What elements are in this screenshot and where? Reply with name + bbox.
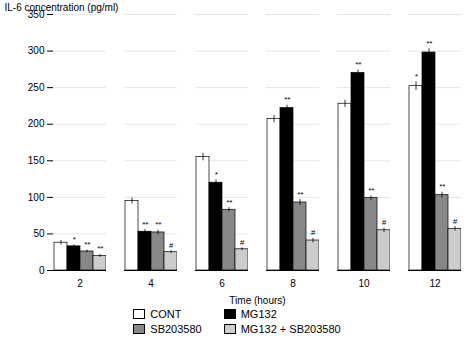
svg-text:#: # [453,217,458,226]
html-text:MG132: MG132 [240,308,277,320]
svg-text:**: ** [84,240,91,249]
html-text:CONT: CONT [150,308,182,320]
svg-text:#: # [240,238,245,247]
svg-text:8: 8 [290,278,296,289]
svg-text:300: 300 [28,45,45,56]
svg-text:12: 12 [429,278,441,289]
svg-text:**: ** [284,95,291,104]
svg-text:**: ** [142,220,149,229]
svg-text:200: 200 [28,118,45,129]
svg-text:100: 100 [28,192,45,203]
svg-text:**: ** [155,220,162,229]
svg-text:250: 250 [28,82,45,93]
svg-text:**: ** [226,198,233,207]
svg-text:4: 4 [148,278,154,289]
svg-text:350: 350 [27,8,45,20]
svg-text:**: ** [368,186,375,195]
svg-text:6: 6 [219,278,225,289]
svg-text:150: 150 [28,155,45,166]
html-text:MG132 + SB203580: MG132 + SB203580 [240,323,341,335]
svg-text:#: # [169,241,174,250]
svg-text:**: ** [297,190,304,199]
svg-text:50: 50 [33,228,45,239]
svg-text:**: ** [97,244,104,253]
svg-text:*: * [214,170,218,179]
svg-text:#: # [382,218,387,227]
svg-text:10: 10 [358,278,370,289]
svg-text:**: ** [426,39,433,48]
svg-text:IL-6 concentration (pg/ml): IL-6 concentration (pg/ml) [5,2,119,13]
html-text:SB203580: SB203580 [150,323,202,335]
svg-text:0: 0 [39,265,45,276]
svg-text:**: ** [439,182,446,191]
svg-text:Time (hours): Time (hours) [229,295,285,306]
svg-text:*: * [72,235,76,244]
svg-text:**: ** [355,60,362,69]
svg-text:#: # [311,228,316,237]
svg-text:*: * [414,72,418,81]
svg-text:2: 2 [77,278,83,289]
